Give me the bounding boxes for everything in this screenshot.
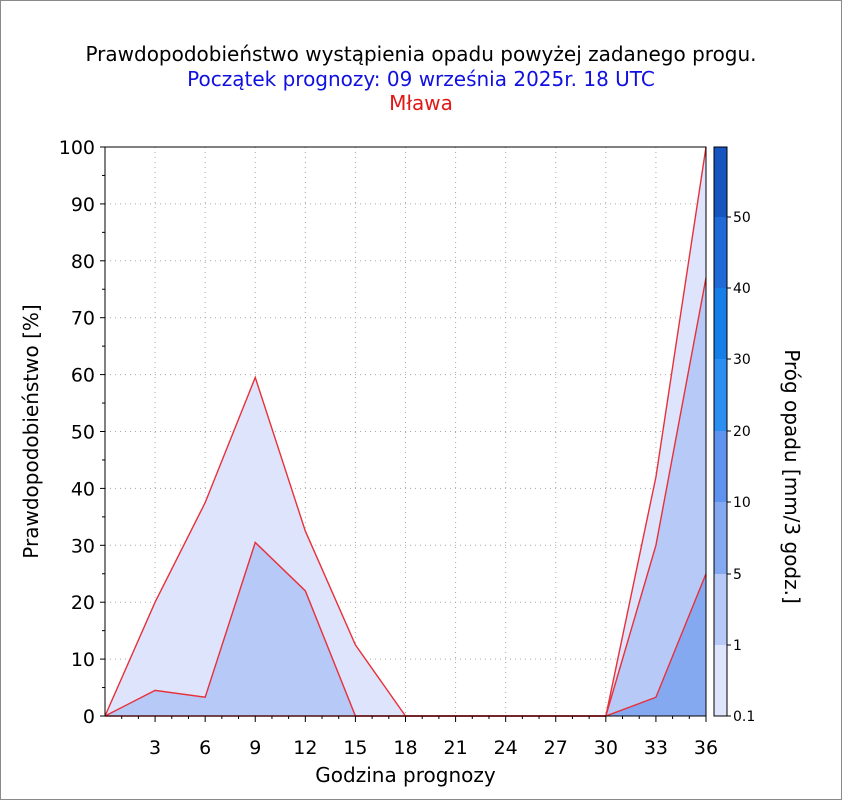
colorbar-border: [713, 146, 728, 717]
y-tick-label: 70: [71, 308, 95, 330]
colorbar-band: [714, 431, 727, 502]
colorbar-tick-label: 50: [733, 210, 751, 226]
x-tick-label: 15: [343, 737, 367, 759]
colorbar-tick-label: 10: [733, 495, 751, 511]
colorbar-tick-label: 1: [733, 638, 742, 654]
x-tick-label: 6: [199, 737, 211, 759]
colorbar-band: [714, 645, 727, 716]
x-tick-label: 24: [494, 737, 518, 759]
area-threshold-1: [105, 277, 706, 716]
colorbar-band: [714, 359, 727, 431]
y-tick-label: 100: [59, 137, 95, 159]
y-tick-label: 20: [71, 592, 95, 614]
x-tick-label: 12: [293, 737, 317, 759]
y-tick-label: 90: [71, 194, 95, 216]
location-name: Mława: [389, 91, 453, 115]
y-tick-label: 60: [71, 365, 95, 387]
colorbar-label: Próg opadu [mm/3 godz.]: [780, 349, 804, 604]
colorbar-tick-label: 30: [733, 352, 751, 368]
x-tick-label: 30: [594, 737, 618, 759]
x-tick-label: 33: [644, 737, 668, 759]
colorbar-tick-label: 20: [733, 424, 751, 440]
probability-areas: [105, 147, 706, 716]
colorbar: 0.1 1 5 10 20 30 40 50: [713, 146, 755, 725]
y-tick-label: 30: [71, 535, 95, 557]
colorbar-band: [714, 288, 727, 359]
x-tick-label: 36: [694, 737, 718, 759]
y-tick-label: 50: [71, 422, 95, 444]
area-threshold-5: [105, 573, 706, 716]
x-tick-label: 18: [393, 737, 417, 759]
x-axis-label: Godzina prognozy: [315, 763, 496, 787]
x-tick-label: 3: [149, 737, 161, 759]
y-tick-label: 80: [71, 251, 95, 273]
y-tick-label: 40: [71, 478, 95, 500]
colorbar-band: [714, 574, 727, 645]
x-tick-label: 27: [544, 737, 568, 759]
x-tick-label: 21: [443, 737, 467, 759]
colorbar-band: [714, 502, 727, 574]
colorbar-tick-label: 0.1: [733, 709, 755, 725]
y-axis-label: Prawdopodobieństwo [%]: [19, 304, 43, 558]
y-tick-label: 10: [71, 649, 95, 671]
y-tick-label: 0: [83, 706, 95, 728]
colorbar-tick-label: 40: [733, 281, 751, 297]
colorbar-band: [714, 217, 727, 288]
x-tick-label: 9: [249, 737, 261, 759]
forecast-start-subtitle: Początek prognozy: 09 września 2025r. 18…: [187, 67, 655, 91]
chart-title: Prawdopodobieństwo wystąpienia opadu pow…: [85, 42, 757, 66]
colorbar-band: [714, 147, 727, 217]
colorbar-tick-label: 5: [733, 567, 742, 583]
